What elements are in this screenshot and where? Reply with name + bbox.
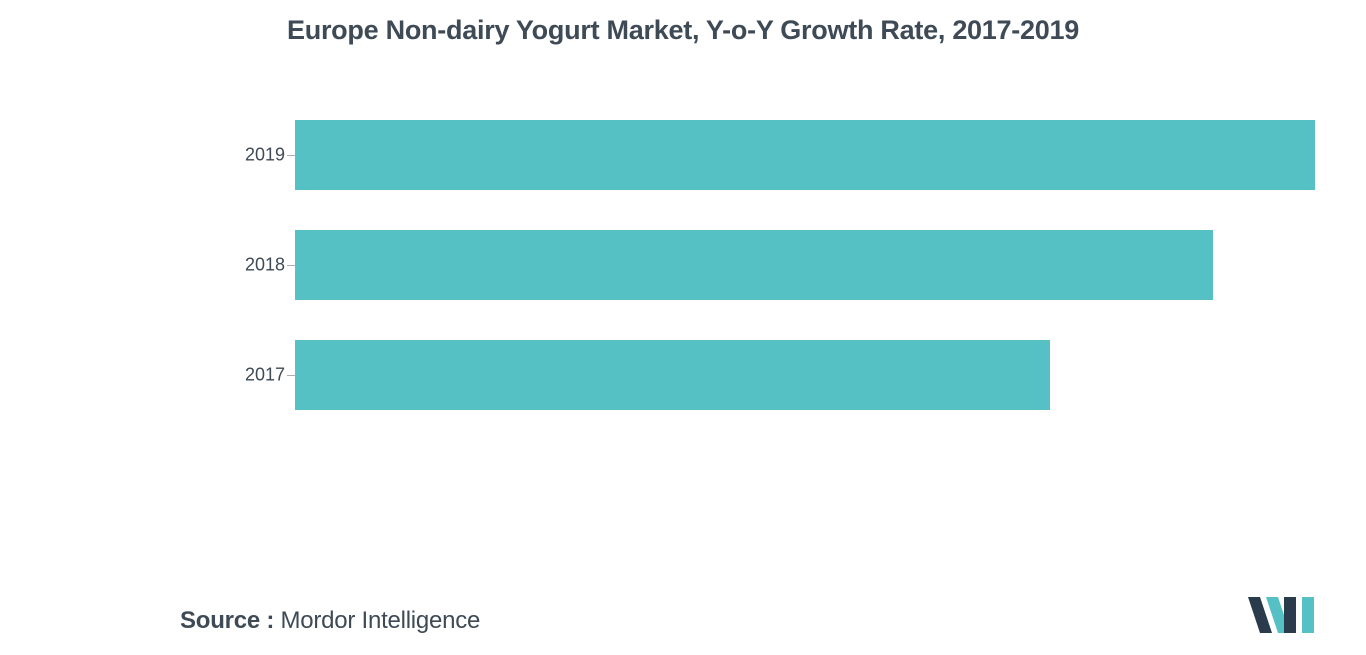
- logo-bar-4: [1302, 597, 1314, 633]
- chart-title: Europe Non-dairy Yogurt Market, Y-o-Y Gr…: [0, 15, 1366, 46]
- y-axis-label: 2018: [225, 255, 285, 276]
- chart-plot-area: 2019 2018 2017: [295, 120, 1315, 450]
- bar: [295, 230, 1213, 300]
- logo-bar-3: [1284, 597, 1296, 633]
- chart-container: Europe Non-dairy Yogurt Market, Y-o-Y Gr…: [0, 0, 1366, 655]
- source-attribution: Source : Mordor Intelligence: [180, 607, 480, 635]
- bar-row: 2017: [295, 340, 1315, 410]
- y-axis-label: 2019: [225, 145, 285, 166]
- y-axis-label: 2017: [225, 365, 285, 386]
- y-axis-tick: [287, 265, 295, 266]
- bar: [295, 120, 1315, 190]
- source-value: Mordor Intelligence: [274, 607, 480, 634]
- y-axis-tick: [287, 155, 295, 156]
- brand-logo-icon: [1246, 593, 1326, 637]
- bar: [295, 340, 1050, 410]
- y-axis-tick: [287, 375, 295, 376]
- source-label: Source :: [180, 607, 274, 634]
- bar-row: 2019: [295, 120, 1315, 190]
- bar-row: 2018: [295, 230, 1315, 300]
